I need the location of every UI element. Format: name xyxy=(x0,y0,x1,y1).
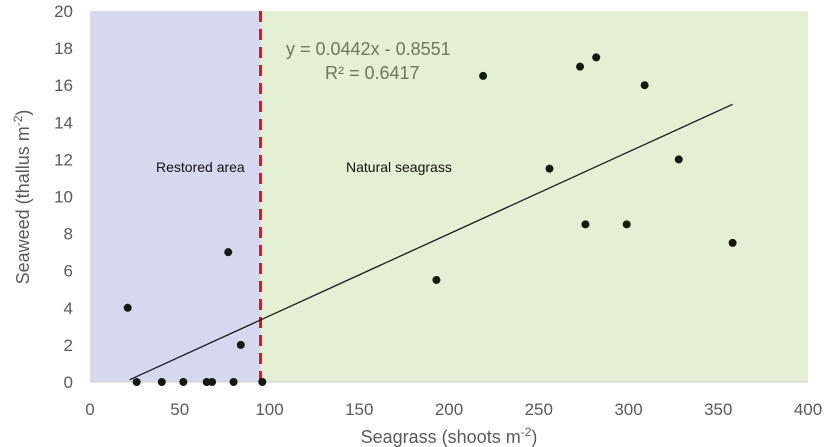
data-point xyxy=(640,81,649,90)
region-layer xyxy=(90,11,808,382)
y-tick-label: 18 xyxy=(54,39,73,58)
x-tick-label: 250 xyxy=(525,400,553,419)
y-tick-label: 8 xyxy=(64,225,73,244)
y-axis: 0 2 4 6 8 10 12 14 16 18 20 xyxy=(54,2,73,392)
data-points xyxy=(123,53,737,386)
y-tick-label: 0 xyxy=(64,373,73,392)
data-point xyxy=(123,303,132,312)
data-point xyxy=(581,220,590,229)
trendline-equation: y = 0.0442x - 0.8551 xyxy=(286,39,451,59)
x-tick-label: 400 xyxy=(794,400,822,419)
trendline xyxy=(129,103,733,381)
x-tick-label: 200 xyxy=(435,400,463,419)
x-axis-title-sup: -2 xyxy=(521,425,532,439)
data-point xyxy=(236,340,245,349)
region-label-restored: Restored area xyxy=(156,159,245,175)
y-axis-title-end: ) xyxy=(13,110,33,116)
x-tick-label: 350 xyxy=(704,400,732,419)
x-axis: 0 50 100 150 200 250 300 350 400 xyxy=(85,381,822,419)
data-point xyxy=(622,220,631,229)
x-tick-label: 50 xyxy=(170,400,189,419)
y-tick-label: 6 xyxy=(64,262,73,281)
y-tick-label: 12 xyxy=(54,150,73,169)
data-point xyxy=(728,238,737,247)
x-tick-label: 300 xyxy=(614,400,642,419)
y-axis-title-sup: -2 xyxy=(11,115,25,126)
data-point xyxy=(258,378,267,386)
y-tick-label: 4 xyxy=(64,299,73,318)
data-point xyxy=(576,62,585,71)
x-axis-title: Seagrass (shoots m-2) xyxy=(361,425,538,447)
region-natural xyxy=(260,11,808,382)
y-tick-label: 10 xyxy=(54,188,73,207)
x-axis-title-main: Seagrass (shoots m xyxy=(361,427,521,447)
data-point xyxy=(224,248,233,257)
x-axis-title-end: ) xyxy=(531,427,537,447)
data-point xyxy=(545,164,554,173)
y-tick-label: 20 xyxy=(54,2,73,21)
y-axis-title-main: Seaweed (thallus m xyxy=(13,126,33,284)
region-restored xyxy=(90,11,261,382)
x-tick-label: 0 xyxy=(85,400,94,419)
data-point xyxy=(157,378,166,386)
y-tick-label: 14 xyxy=(54,113,73,132)
y-tick-label: 16 xyxy=(54,76,73,95)
y-axis-title: Seaweed (thallus m-2) xyxy=(11,110,33,285)
data-point xyxy=(229,378,238,386)
trendline-r-squared: R² = 0.6417 xyxy=(325,63,420,83)
data-point xyxy=(208,378,217,386)
y-tick-label: 2 xyxy=(64,336,73,355)
x-tick-label: 150 xyxy=(345,400,373,419)
data-point xyxy=(479,71,488,80)
data-point xyxy=(592,53,601,62)
region-label-natural: Natural seagrass xyxy=(346,159,452,175)
x-tick-label: 100 xyxy=(255,400,283,419)
data-point xyxy=(132,378,141,386)
data-point xyxy=(432,275,441,284)
data-point xyxy=(179,378,188,386)
data-point xyxy=(674,155,683,164)
